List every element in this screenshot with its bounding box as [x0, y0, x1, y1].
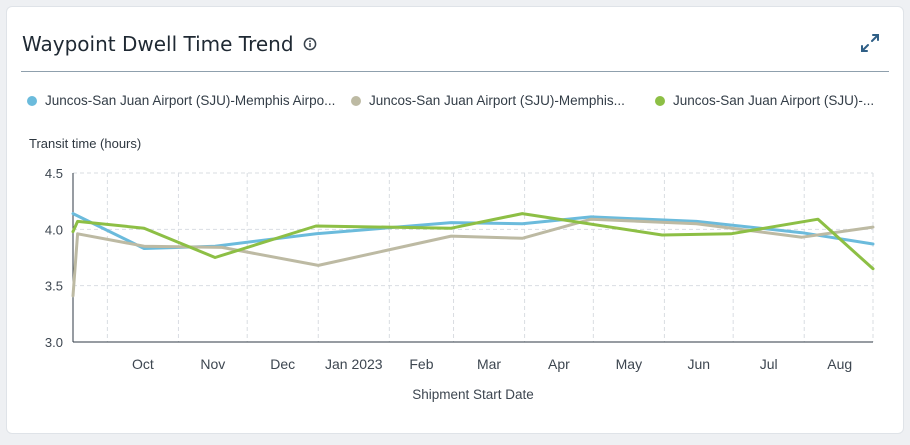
series-line-2 — [71, 217, 875, 298]
x-tick-label: Oct — [132, 356, 154, 372]
chart-card: Waypoint Dwell Time Trend Juncos-San Jua… — [6, 6, 904, 434]
y-tick-label: 3.0 — [45, 335, 63, 350]
x-tick-label: Jun — [687, 356, 710, 372]
chart-title: Waypoint Dwell Time Trend — [22, 32, 294, 56]
chart-legend: Juncos-San Juan Airport (SJU)-Memphis Ai… — [27, 93, 887, 113]
info-circle-icon[interactable] — [303, 37, 317, 51]
x-axis-title: Shipment Start Date — [412, 387, 534, 402]
x-tick-label: Mar — [477, 356, 501, 372]
expand-arrows-icon[interactable] — [859, 32, 881, 54]
x-tick-label: Aug — [827, 356, 852, 372]
legend-dot-series-2 — [351, 95, 361, 106]
x-tick-label: Jul — [760, 356, 778, 372]
x-tick-label: Dec — [270, 356, 295, 372]
legend-dot-series-1 — [27, 95, 37, 106]
y-tick-label: 4.5 — [45, 166, 63, 181]
header-divider — [21, 71, 889, 72]
card-header: Waypoint Dwell Time Trend — [22, 31, 317, 57]
series-line-3 — [71, 212, 875, 271]
x-tick-label: May — [616, 356, 642, 372]
legend-dot-series-3 — [655, 95, 665, 106]
x-tick-label: Apr — [548, 356, 570, 372]
y-tick-label: 3.5 — [45, 279, 63, 294]
x-tick-label: Feb — [409, 356, 433, 372]
legend-item-series-3[interactable]: Juncos-San Juan Airport (SJU)-... — [655, 93, 874, 108]
x-tick-label: Jan 2023 — [325, 356, 383, 372]
y-axis-title: Transit time (hours) — [29, 136, 141, 151]
y-tick-label: 4.0 — [45, 222, 63, 237]
x-tick-label: Nov — [200, 356, 225, 372]
legend-item-series-2[interactable]: Juncos-San Juan Airport (SJU)-Memphis... — [351, 93, 625, 108]
legend-item-series-1[interactable]: Juncos-San Juan Airport (SJU)-Memphis Ai… — [27, 93, 335, 108]
